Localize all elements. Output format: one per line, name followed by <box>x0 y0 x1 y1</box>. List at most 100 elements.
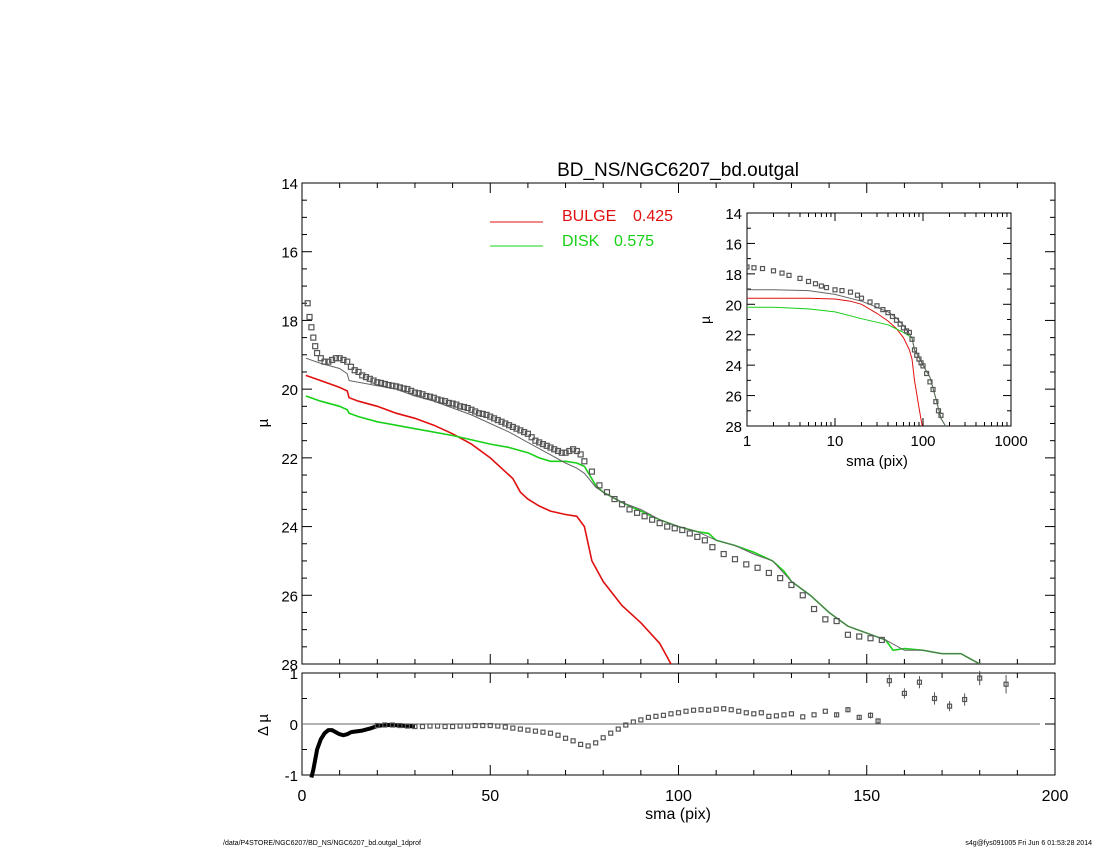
inset-y-axis-label: µ <box>697 316 713 324</box>
main-data-point <box>524 430 532 437</box>
residual-data-point <box>788 711 795 717</box>
residual-data-point <box>1003 681 1009 687</box>
inset-data-point <box>854 292 861 298</box>
residual-data-point <box>931 695 938 702</box>
main-data-point <box>355 368 362 376</box>
main-data-point <box>408 387 415 394</box>
main-data-point <box>332 355 339 362</box>
residual-data-point <box>856 714 862 720</box>
main-data-point <box>521 428 528 436</box>
inset-data-point <box>747 264 750 270</box>
inset-y-tick-label: 24 <box>725 358 742 375</box>
footer-file-path: /data/P4STORE/NGC6207/BD_NS/NGC6207_bd.o… <box>223 840 421 847</box>
residual-data-point <box>465 723 471 729</box>
main-y-tick-label: 26 <box>281 588 298 605</box>
main-data-point <box>434 396 441 403</box>
residual-data-point <box>901 690 908 697</box>
main-data-point <box>426 393 434 400</box>
residual-data-point <box>638 717 644 723</box>
main-data-point <box>536 439 543 446</box>
residual-data-point <box>758 710 764 716</box>
residual-data-point <box>608 730 614 736</box>
inset-data-point <box>897 321 903 327</box>
inset-series <box>747 264 946 426</box>
inset-background <box>747 213 1011 426</box>
main-data-point <box>487 413 494 420</box>
residual-data-point <box>525 727 531 733</box>
main-data-point <box>430 394 437 401</box>
main-data-point <box>340 356 347 364</box>
main-data-point <box>856 633 863 640</box>
main-y-tick-label: 20 <box>281 382 298 399</box>
main-data-point <box>374 379 381 386</box>
inset-data-point <box>893 317 900 323</box>
residual-data-point <box>645 714 651 720</box>
inset-bulge-line <box>747 297 923 426</box>
main-data-point <box>423 392 430 400</box>
main-data-point <box>312 343 319 350</box>
inset-y-tick-label: 16 <box>725 236 742 253</box>
inset-y-tick-label: 22 <box>725 328 742 345</box>
residual-data-point <box>962 696 968 703</box>
main-data-point <box>833 617 840 625</box>
main-data-point <box>777 575 784 582</box>
main-data-point <box>502 420 509 427</box>
residual-data-point <box>374 722 380 729</box>
main-y-tick-label: 16 <box>281 245 298 262</box>
inset-data-point <box>889 313 896 320</box>
residual-data-point <box>630 719 636 725</box>
residual-data-point <box>886 678 892 684</box>
residual-data-point <box>562 735 569 741</box>
residual-data-point <box>653 713 659 719</box>
residual-data-point <box>736 708 742 714</box>
inset-x-tick-label: 1000 <box>994 433 1027 450</box>
main-y-tick-label: 28 <box>281 657 298 674</box>
inset-data-point <box>818 283 824 289</box>
inset-data-point <box>909 336 915 342</box>
residual-y-tick-label: 1 <box>290 666 298 683</box>
residual-data-point <box>698 707 704 713</box>
residual-data-point <box>811 712 817 718</box>
residual-data-point <box>875 718 881 724</box>
main-data-point <box>498 418 505 425</box>
main-data-point <box>419 391 426 398</box>
main-data-point <box>532 437 539 444</box>
main-data-point <box>566 447 573 455</box>
main-data-point <box>641 513 648 520</box>
main-data-point <box>479 410 486 417</box>
residual-data-point <box>800 714 806 720</box>
main-data-point <box>415 390 422 397</box>
main-axis-ticks: 14 16 18 20 22 24 26 28 <box>281 176 1056 674</box>
main-data-point <box>694 533 701 540</box>
main-data-point <box>453 401 460 408</box>
legend: BULGE 0.425 DISK 0.575 <box>490 208 673 250</box>
residual-data-point <box>593 740 599 746</box>
main-data-point <box>517 427 524 434</box>
main-y-tick-label: 14 <box>281 176 298 193</box>
main-data-point <box>765 569 772 577</box>
inset-x-tick-label: 10 <box>827 433 844 450</box>
residual-data-point <box>434 723 441 729</box>
residual-data-point <box>389 722 395 728</box>
residual-data-point <box>495 723 501 729</box>
main-y-tick-label: 22 <box>281 451 298 468</box>
main-data-point <box>362 374 370 381</box>
main-data-point <box>679 526 686 534</box>
main-data-point <box>468 406 475 413</box>
main-data-point <box>400 385 407 392</box>
residual-data-point <box>578 741 584 748</box>
inset-data-point <box>759 265 766 272</box>
inset-data-point <box>885 310 891 316</box>
main-data-point <box>308 324 315 331</box>
inset-data-point <box>812 281 819 287</box>
main-data-point <box>472 408 479 415</box>
inset-data-point <box>930 386 936 393</box>
residual-data-point <box>822 708 828 714</box>
legend-disk-value: 0.575 <box>614 233 654 250</box>
main-data-point <box>788 581 795 589</box>
main-data-point <box>822 616 829 623</box>
residual-data-point <box>502 724 508 730</box>
